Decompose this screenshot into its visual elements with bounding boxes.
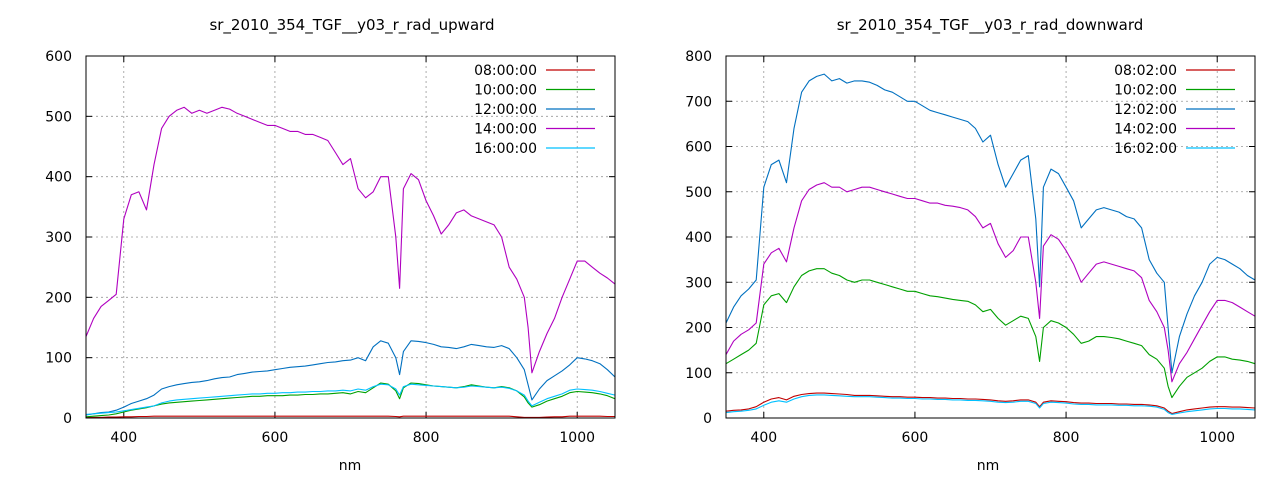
series-line-160200 xyxy=(725,394,1256,415)
series-line-100000 xyxy=(85,382,616,418)
y-tick-label: 800 xyxy=(685,49,712,65)
y-tick-label: 0 xyxy=(703,411,712,427)
y-tick-label: 200 xyxy=(685,321,712,337)
legend-label: 10:00:00 xyxy=(474,83,537,99)
series-line-140000 xyxy=(85,106,616,374)
legend-label: 08:00:00 xyxy=(474,63,537,79)
x-tick-label: 600 xyxy=(262,430,289,446)
x-tick-label: 1000 xyxy=(1199,430,1235,446)
legend-label: 16:00:00 xyxy=(474,141,537,157)
x-axis-label: nm xyxy=(339,458,362,474)
x-tick-label: 1000 xyxy=(559,430,595,446)
legend-label: 14:02:00 xyxy=(1114,122,1177,138)
series-line-120200 xyxy=(725,73,1256,374)
y-tick-label: 400 xyxy=(685,230,712,246)
x-tick-label: 400 xyxy=(110,430,137,446)
y-tick-label: 100 xyxy=(685,366,712,382)
legend-label: 16:02:00 xyxy=(1114,141,1177,157)
legend-label: 14:00:00 xyxy=(474,122,537,138)
x-tick-label: 800 xyxy=(413,430,440,446)
legend-label: 12:00:00 xyxy=(474,102,537,118)
y-tick-label: 300 xyxy=(685,275,712,291)
legend-label: 10:02:00 xyxy=(1114,83,1177,99)
series-line-160000 xyxy=(85,383,616,415)
y-tick-label: 600 xyxy=(685,140,712,156)
upward-radiance-chart: sr_2010_354_TGF__y03_r_rad_upward nm 400… xyxy=(45,16,616,474)
y-tick-label: 200 xyxy=(45,290,72,306)
y-tick-label: 500 xyxy=(45,109,72,125)
series-line-140200 xyxy=(725,182,1256,383)
chart-title: sr_2010_354_TGF__y03_r_rad_downward xyxy=(837,16,1144,35)
series-line-080000 xyxy=(86,415,615,418)
x-tick-label: 800 xyxy=(1053,430,1080,446)
y-tick-label: 400 xyxy=(45,170,72,186)
x-tick-label: 600 xyxy=(902,430,929,446)
legend-label: 12:02:00 xyxy=(1114,102,1177,118)
series-line-080200 xyxy=(725,392,1256,415)
y-tick-label: 0 xyxy=(63,411,72,427)
series-line-120000 xyxy=(85,340,616,416)
y-tick-label: 600 xyxy=(45,49,72,65)
y-tick-label: 700 xyxy=(685,94,712,110)
chart-title: sr_2010_354_TGF__y03_r_rad_upward xyxy=(209,16,494,35)
x-axis-label: nm xyxy=(977,458,1000,474)
plot-frame xyxy=(725,55,1256,419)
downward-radiance-chart: sr_2010_354_TGF__y03_r_rad_downward nm 4… xyxy=(685,16,1256,474)
y-tick-label: 500 xyxy=(685,185,712,201)
y-tick-label: 100 xyxy=(45,351,72,367)
legend-label: 08:02:00 xyxy=(1114,63,1177,79)
plot-frame xyxy=(85,55,616,419)
x-tick-label: 400 xyxy=(750,430,777,446)
series-line-100200 xyxy=(725,268,1256,399)
y-tick-label: 300 xyxy=(45,230,72,246)
